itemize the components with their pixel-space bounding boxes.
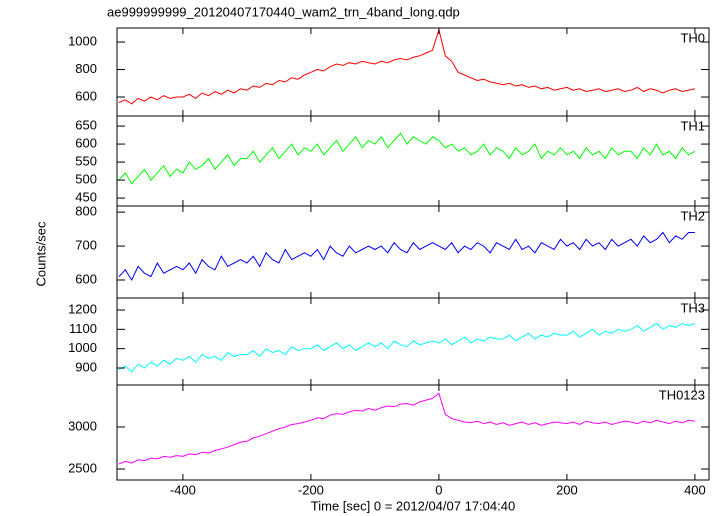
y-tick-label: 900 [75,359,97,374]
series-label: TH1 [680,118,705,133]
series-label: TH0123 [659,387,705,402]
y-tick-label: 500 [75,172,97,187]
panel-frame [116,384,710,481]
y-tick-label: 550 [75,154,97,169]
y-tick-label: 800 [75,61,97,76]
panel-frame [116,205,710,299]
y-tick-label: 2500 [68,460,97,475]
y-tick-label: 600 [75,88,97,103]
x-axis-label: Time [sec] 0 = 2012/04/07 17:04:40 [311,498,515,513]
y-tick-label: 3000 [68,418,97,433]
y-tick-label: 1200 [68,301,97,316]
series-label: TH0 [680,30,705,45]
y-tick-label: 600 [75,271,97,286]
panel-frame [116,27,710,117]
x-tick-label: 400 [684,482,706,497]
chart-title: ae999999999_20120407170440_wam2_trn_4ban… [107,4,460,19]
y-tick-label: 700 [75,237,97,252]
series-line [118,132,696,185]
series-line [118,392,695,465]
y-tick-label: 800 [75,204,97,219]
series-line [118,322,696,373]
x-tick-label: -400 [170,482,196,497]
y-tick-label: 600 [75,136,97,151]
series-label: TH3 [680,300,705,315]
x-tick-label: 0 [435,482,442,497]
y-tick-label: 450 [75,190,97,205]
series-label: TH2 [680,208,705,223]
y-tick-label: 650 [75,118,97,133]
y-tick-label: 1000 [68,340,97,355]
series-line [118,27,696,105]
x-tick-label: 200 [556,482,578,497]
series-line [118,231,695,282]
y-tick-label: 1000 [68,33,97,48]
x-tick-label: -200 [298,482,324,497]
y-axis-label: Counts/sec [33,221,48,287]
y-tick-label: 1100 [69,321,97,336]
